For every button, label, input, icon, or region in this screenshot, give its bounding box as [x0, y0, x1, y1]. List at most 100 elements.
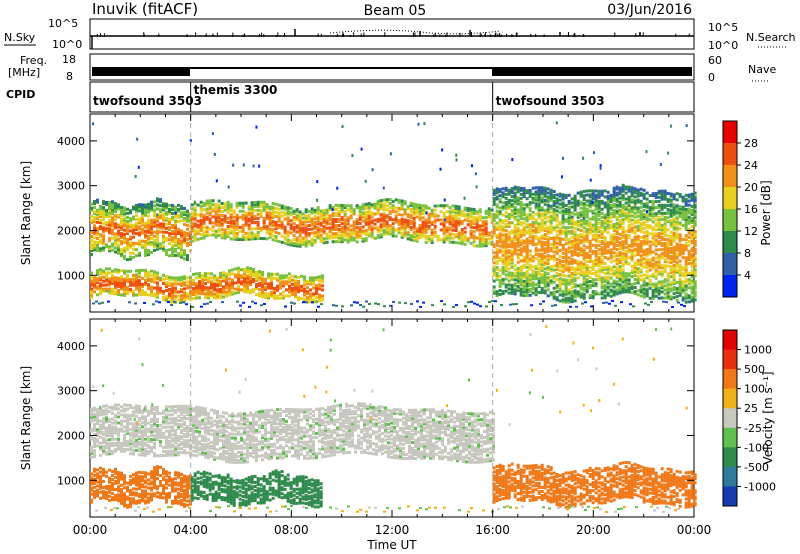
- echo-cell: [229, 229, 233, 233]
- echo-cell: [472, 236, 476, 240]
- echo-cell: [297, 298, 300, 302]
- echo-cell: [144, 239, 147, 243]
- echo-cell: [199, 214, 203, 218]
- echo-cell: [418, 209, 422, 213]
- echo-cell: [540, 268, 544, 272]
- echo-cell: [588, 239, 592, 243]
- echo-cell: [564, 260, 568, 264]
- echo-cell: [615, 223, 619, 227]
- echo-cell: [615, 270, 619, 274]
- echo-cell: [469, 219, 473, 223]
- echo-cell: [289, 223, 293, 227]
- echo-cell: [513, 242, 517, 246]
- echo-cell: [570, 243, 574, 247]
- echo-cell: [249, 271, 252, 275]
- echo-cell: [373, 206, 377, 210]
- nsearch-label: N.Search: [746, 31, 796, 44]
- echo-cell: [114, 276, 117, 280]
- echo-cell: [591, 261, 595, 265]
- echo-cell: [180, 279, 183, 283]
- echo-cell: [657, 290, 661, 294]
- echo-cell: [445, 236, 449, 240]
- echo-cell: [318, 299, 321, 303]
- echo-cell: [588, 243, 592, 247]
- echo-cell: [543, 235, 547, 239]
- echo-cell: [207, 286, 210, 290]
- echo-cell: [234, 291, 237, 295]
- echo-cell: [132, 281, 135, 285]
- echo-cell: [466, 223, 470, 227]
- echo-cell: [657, 236, 661, 240]
- echo-cell: [208, 201, 212, 205]
- echo-cell: [204, 272, 207, 276]
- echo-cell: [585, 203, 589, 207]
- echo-cell: [340, 228, 344, 232]
- echo-cell: [238, 209, 242, 213]
- echo-cell: [630, 186, 634, 190]
- echo-cell: [207, 272, 210, 276]
- echo-cell: [177, 242, 180, 246]
- echo-cell: [549, 194, 553, 198]
- echo-cell: [630, 287, 634, 291]
- echo-cell: [189, 218, 192, 222]
- echo-cell: [346, 226, 350, 230]
- echo-cell: [217, 203, 221, 207]
- echo-cell: [558, 265, 562, 269]
- echo-cell: [540, 258, 544, 262]
- echo-cell: [231, 290, 234, 294]
- echo-cell: [328, 236, 332, 240]
- echo-cell: [90, 238, 93, 242]
- echo-cell: [552, 274, 556, 278]
- echo-cell: [660, 197, 664, 201]
- echo-cell: [213, 274, 216, 278]
- nsky-tick-top-left: 10^5: [48, 17, 78, 30]
- echo-cell: [219, 294, 222, 298]
- echo-cell: [597, 230, 601, 234]
- echo-cell: [543, 194, 547, 198]
- echo-cell: [564, 207, 568, 211]
- echo-cell: [457, 241, 461, 245]
- echo-cell: [615, 248, 619, 252]
- echo-cell: [214, 205, 218, 209]
- echo-cell: [96, 230, 99, 234]
- echo-cell: [379, 199, 383, 203]
- echo-cell: [211, 215, 215, 219]
- echo-cell: [316, 234, 320, 238]
- echo-cell: [507, 206, 511, 210]
- echo-cell: [301, 222, 305, 226]
- echo-cell: [93, 276, 96, 280]
- echo-cell: [495, 276, 499, 280]
- echo-cell: [337, 213, 341, 217]
- echo-cell: [675, 268, 679, 272]
- echo-cell: [591, 263, 595, 267]
- echo-cell: [168, 222, 171, 226]
- echo-cell: [552, 216, 556, 220]
- echo-cell: [186, 243, 189, 247]
- echo-cell: [463, 234, 467, 238]
- echo-cell: [469, 215, 473, 219]
- echo-cell: [150, 269, 153, 273]
- echo-cell: [519, 231, 523, 235]
- echo-cell: [190, 211, 194, 215]
- echo-cell: [504, 259, 508, 263]
- echo-cell: [99, 272, 102, 276]
- echo-cell: [340, 234, 344, 238]
- echo-cell: [198, 288, 201, 292]
- echo-cell: [621, 288, 625, 292]
- echo-cell: [663, 221, 667, 225]
- echo-cell: [331, 218, 335, 222]
- echo-cell: [241, 229, 245, 233]
- echo-cell: [579, 202, 583, 206]
- echo-cell: [555, 235, 559, 239]
- echo-cell: [660, 244, 664, 248]
- echo-cell: [123, 256, 126, 260]
- echo-cell: [214, 203, 218, 207]
- echo-cell: [298, 212, 302, 216]
- echo-cell: [150, 251, 153, 255]
- echo-cell: [403, 202, 407, 206]
- echo-cell: [510, 243, 514, 247]
- date-title: 03/Jun/2016: [607, 2, 692, 18]
- echo-cell: [516, 228, 520, 232]
- echo-cell: [424, 224, 428, 228]
- echo-cell: [93, 220, 96, 224]
